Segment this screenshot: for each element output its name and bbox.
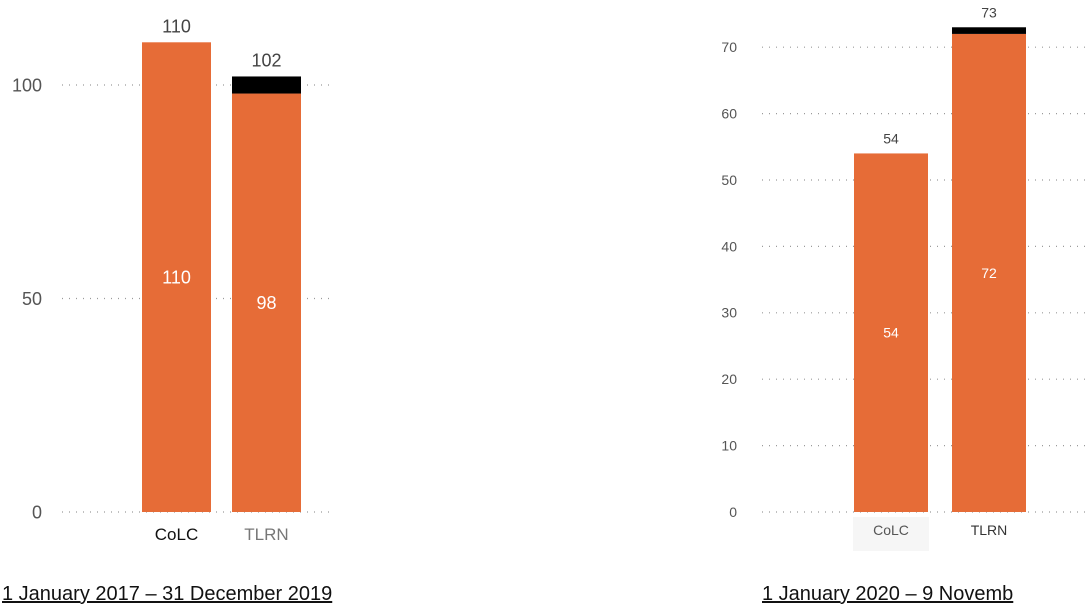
data-label: 72: [981, 265, 997, 281]
total-label: 110: [162, 16, 191, 36]
y-tick-label: 10: [721, 438, 737, 454]
y-tick-label: 30: [721, 305, 737, 321]
x-category-label: CoLC: [873, 522, 909, 538]
x-category-label: TLRN: [971, 522, 1008, 538]
bar-segment-main: [142, 42, 211, 513]
x-category-label: CoLC: [155, 525, 198, 544]
category-label-highlight: [853, 517, 929, 551]
chart-left-svg: 0 50 100 110 110 CoLC 98 102 TLRN: [12, 16, 330, 544]
chart-left-caption: 1 January 2017 – 31 December 2019: [2, 583, 333, 605]
y-tick-label: 60: [721, 106, 737, 122]
y-tick-label: 0: [32, 502, 42, 522]
y-tick-label: 20: [721, 371, 737, 387]
x-category-label: TLRN: [244, 525, 288, 544]
y-tick-label: 70: [721, 39, 737, 55]
bar-segment-top: [232, 76, 301, 94]
total-label: 102: [251, 50, 281, 70]
y-tick-label: 50: [22, 289, 42, 309]
y-tick-label: 40: [721, 238, 737, 254]
bar-segment-main: [232, 93, 301, 512]
chart-right-caption: 1 January 2020 – 9 Novemb: [762, 583, 1014, 605]
data-label: 110: [162, 267, 191, 287]
data-label: 54: [883, 325, 899, 341]
total-label: 73: [981, 4, 997, 20]
y-tick-label: 50: [721, 172, 737, 188]
total-label: 54: [883, 130, 899, 146]
chart-right: 0 10 20 30 40 50 60 70 54 54 CoLC 72 73 TLRN 1 Januar…: [540, 0, 1089, 610]
chart-right-svg: 0 10 20 30 40 50 60 70 54 54 CoLC 72 73 TLRN: [721, 4, 1089, 551]
bar-segment-main: [854, 153, 928, 512]
bar-segment-main: [952, 33, 1026, 513]
data-label: 98: [256, 293, 276, 313]
y-tick-label: 0: [729, 504, 737, 520]
y-tick-label: 100: [12, 75, 42, 95]
chart-left: 0 50 100 110 110 CoLC 98 102 TLRN 1 January 2017…: [0, 0, 540, 610]
bar-segment-top: [952, 27, 1026, 34]
